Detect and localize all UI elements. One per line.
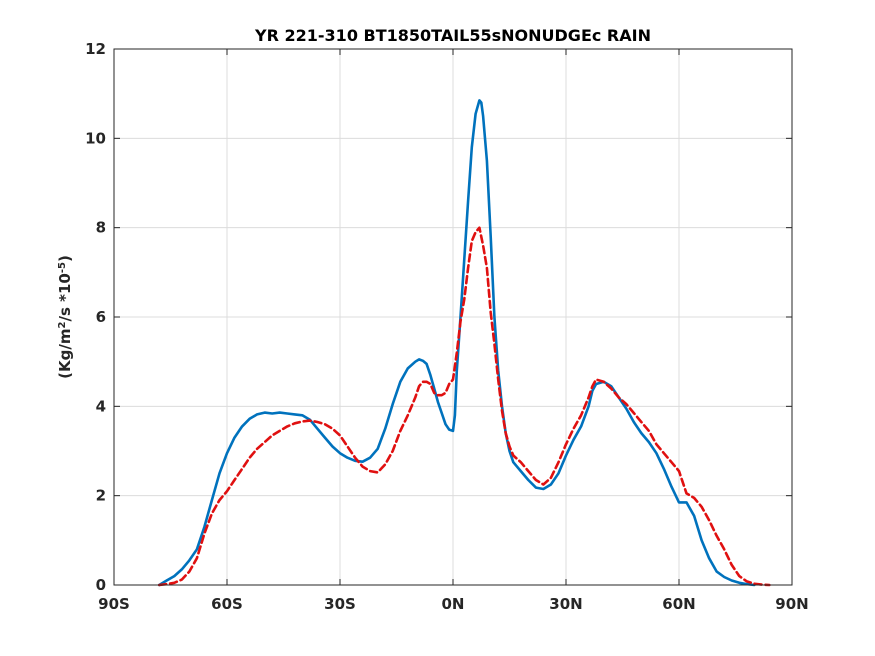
x-tick-label: 90N xyxy=(775,595,808,613)
y-tick-label: 12 xyxy=(85,40,106,58)
y-axis-label-end: ) xyxy=(56,255,74,262)
y-axis-label-base: (Kg/m xyxy=(56,328,74,378)
series-lines xyxy=(157,99,771,587)
series-line-solid xyxy=(157,99,756,587)
y-tick-label: 4 xyxy=(96,397,106,415)
y-tick-label: 6 xyxy=(96,308,106,326)
y-tick-label: 8 xyxy=(96,219,106,237)
y-axis-label-sup2: -5 xyxy=(57,262,68,273)
y-axis-label-mid: /s *10 xyxy=(56,273,74,321)
axis-ticks: 90S 60S 30S 0N 30N 60N 90N 0 2 4 6 8 10 12 xyxy=(85,40,809,613)
y-tick-label: 10 xyxy=(85,129,106,147)
y-axis-label-sup1: 2 xyxy=(57,321,68,328)
chart-title: YR 221-310 BT1850TAIL55sNONUDGEc RAIN xyxy=(254,26,651,45)
series-line-dashed xyxy=(157,226,771,587)
x-tick-label: 30S xyxy=(324,595,356,613)
y-tick-label: 2 xyxy=(96,487,106,505)
x-tick-label: 60N xyxy=(662,595,695,613)
x-tick-label: 0N xyxy=(442,595,465,613)
x-tick-label: 60S xyxy=(211,595,243,613)
x-tick-label: 90S xyxy=(98,595,130,613)
y-tick-label: 0 xyxy=(96,576,106,594)
x-tick-label: 30N xyxy=(549,595,582,613)
y-axis-label: (Kg/m2/s *10-5) xyxy=(56,255,74,379)
